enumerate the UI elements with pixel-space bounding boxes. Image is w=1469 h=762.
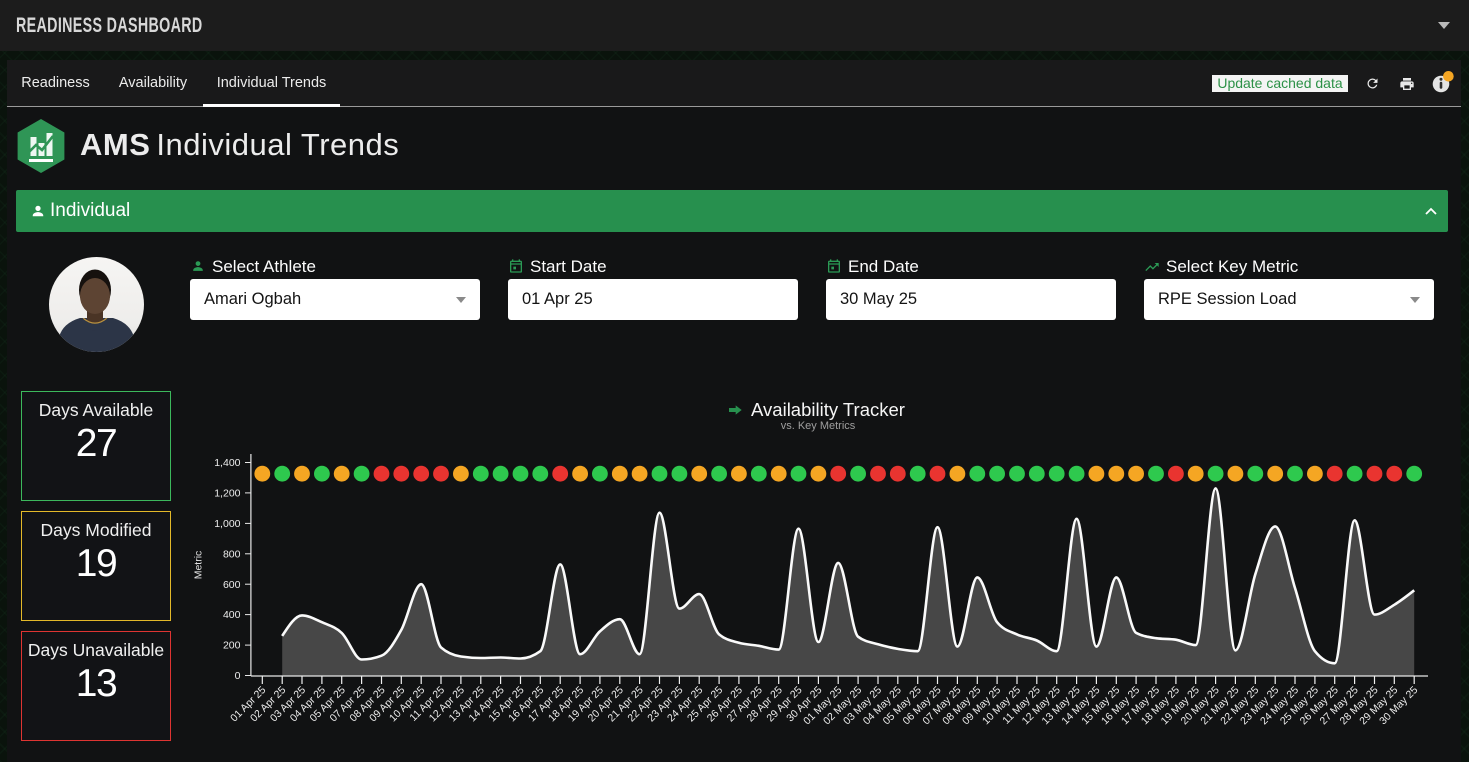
svg-text:800: 800 (223, 548, 241, 560)
svg-text:1,000: 1,000 (214, 518, 240, 530)
svg-text:600: 600 (223, 579, 241, 591)
svg-text:0: 0 (235, 670, 241, 682)
svg-text:1,200: 1,200 (214, 488, 240, 500)
svg-text:1,400: 1,400 (214, 457, 240, 469)
svg-text:Metric: Metric (193, 551, 205, 580)
svg-text:400: 400 (223, 609, 241, 621)
svg-text:200: 200 (223, 640, 241, 652)
